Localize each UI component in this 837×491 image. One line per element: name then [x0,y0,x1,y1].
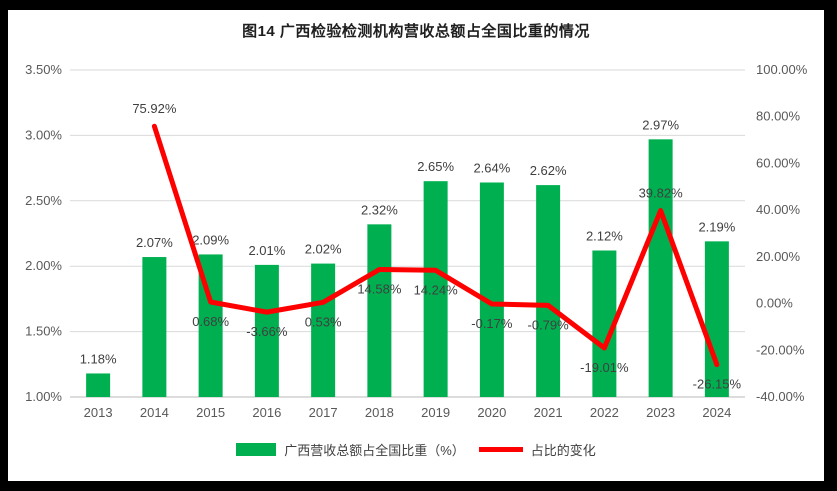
bar-value-label-2024: 2.19% [698,219,735,234]
legend-bar-swatch-icon [236,443,277,456]
bar-value-label-2021: 2.62% [530,163,567,178]
left-axis-tick-label: 2.50% [25,193,62,208]
chart-title: 图14 广西检验检测机构营收总额占全国比重的情况 [242,23,590,40]
x-axis-label-2021: 2021 [534,405,563,420]
line-value-label-2020: -0.17% [471,316,513,331]
left-axis-tick-label: 1.00% [25,389,62,404]
left-axis-tick-label: 3.50% [25,62,62,77]
bar-2024 [704,241,729,397]
bar-value-label-2023: 2.97% [642,117,679,132]
plot-area: 1.00% 1.50% 2.00% 2.50% 3.00% 3.50% -40.00% -20… [25,62,808,420]
bar-value-label-2016: 2.01% [248,243,285,258]
bar-value-label-2020: 2.64% [473,160,510,175]
x-axis-label-2024: 2024 [702,405,731,420]
legend-bar-series-label: 广西营收总额占全国比重（%） [284,443,465,458]
line-value-label-2021: -0.79% [528,317,570,332]
bar-value-label-2017: 2.02% [305,242,342,257]
bar-2013 [86,373,111,397]
left-axis-tick-label: 2.00% [25,258,62,273]
x-axis-label-2018: 2018 [365,405,394,420]
right-axis-tick-label: -20.00% [756,342,805,357]
right-axis-tick-label: 0.00% [756,296,793,311]
bar-2018 [367,224,392,397]
x-axis-label-2022: 2022 [590,405,619,420]
legend-item-line-series: 占比的变化 [478,440,596,459]
x-axis-label-2013: 2013 [84,405,113,420]
bar-value-label-2014: 2.07% [136,235,173,250]
x-axis-label-2019: 2019 [421,405,450,420]
right-axis-tick-label: 20.00% [756,249,801,264]
bar-value-label-2018: 2.32% [361,202,398,217]
legend-item-bar-series: 广西营收总额占全国比重（%） [236,440,465,459]
bar-value-label-2015: 2.09% [192,232,229,247]
bar-2019 [423,181,448,397]
line-value-label-2014: 75.92% [132,101,177,116]
line-value-label-2018: 14.58% [357,282,402,297]
bar-value-label-2019: 2.65% [417,159,454,174]
right-axis-tick-label: -40.00% [756,389,805,404]
bar-value-label-2013: 1.18% [80,351,117,366]
line-value-label-2017: 0.53% [305,314,342,329]
bar-2014 [142,257,167,397]
bar-2016 [254,264,279,397]
legend-line-series-label: 占比的变化 [530,443,596,458]
right-axis-tick-label: 40.00% [756,202,801,217]
x-axis-label-2023: 2023 [646,405,675,420]
bar-value-label-2022: 2.12% [586,229,623,244]
left-axis-tick-label: 1.50% [25,324,62,339]
x-axis-label-2014: 2014 [140,405,169,420]
line-value-label-2019: 14.24% [414,282,459,297]
x-axis-label-2016: 2016 [252,405,281,420]
right-axis-tick-label: 60.00% [756,155,801,170]
x-axis-label-2020: 2020 [477,405,506,420]
right-axis-tick-label: 80.00% [756,109,801,124]
bar-2017 [311,263,336,397]
trend-line [151,123,720,368]
line-value-label-2022: -19.01% [580,360,629,375]
bar-2023 [648,139,673,397]
bar-2021 [536,185,561,397]
line-value-label-2016: -3.66% [246,324,288,339]
line-value-label-2015: 0.68% [192,314,229,329]
x-axis-label-2017: 2017 [309,405,338,420]
line-value-label-2024: -26.15% [693,377,742,392]
right-axis-tick-label: 100.00% [756,62,808,77]
legend-line-swatch-icon [478,447,523,452]
chart-legend: 广西营收总额占全国比重（%） 占比的变化 [8,440,824,459]
line-value-label-2023: 39.82% [639,186,684,201]
chart-canvas: 图14 广西检验检测机构营收总额占全国比重的情况 1.00% 1.50% 2.00%… [8,10,824,481]
x-axis-label-2015: 2015 [196,405,225,420]
left-axis-tick-label: 3.00% [25,127,62,142]
bar-2020 [479,182,504,397]
